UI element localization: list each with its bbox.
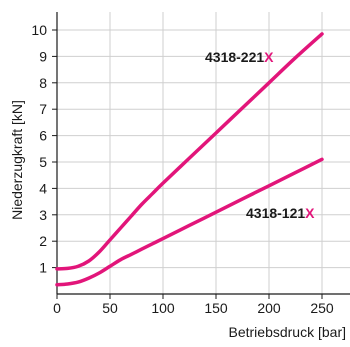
- series-label-4318-221x: 4318-221X: [205, 49, 274, 65]
- series-label-4318-121-main: 4318-121: [246, 205, 305, 221]
- series-label-4318-221-suffix: X: [264, 49, 274, 65]
- x-tick-label: 50: [102, 300, 118, 316]
- x-tick-label: 200: [257, 300, 281, 316]
- y-tick-label: 5: [39, 154, 47, 170]
- x-tick-label: 150: [204, 300, 228, 316]
- y-tick-label: 6: [39, 128, 47, 144]
- series-label-4318-221-main: 4318-221: [205, 49, 264, 65]
- y-tick-label: 10: [31, 22, 47, 38]
- x-tick-label: 250: [310, 300, 334, 316]
- y-tick-label: 9: [39, 48, 47, 64]
- series-label-4318-121x: 4318-121X: [246, 205, 315, 221]
- x-tick-label: 0: [53, 300, 61, 316]
- x-axis-label: Betriebsdruck [bar]: [229, 324, 347, 340]
- series-line-4318-221x: [55, 32, 324, 271]
- x-tick-label: 100: [151, 300, 175, 316]
- y-tick-label: 1: [39, 260, 47, 276]
- y-tick-label: 2: [39, 233, 47, 249]
- series-lines: [55, 32, 324, 287]
- y-tick-label: 8: [39, 75, 47, 91]
- tick-labels: 0 50 100 150 200 250 1 2 3 4 5 6 7 8 9 10: [31, 22, 333, 316]
- y-tick-label: 4: [39, 180, 47, 196]
- axes: [56, 12, 350, 295]
- y-tick-label: 3: [39, 207, 47, 223]
- y-axis-label: Niederzugkraft [kN]: [9, 100, 25, 220]
- series-line-4318-121x: [55, 157, 324, 287]
- y-tick-label: 7: [39, 101, 47, 117]
- series-label-4318-121-suffix: X: [305, 205, 315, 221]
